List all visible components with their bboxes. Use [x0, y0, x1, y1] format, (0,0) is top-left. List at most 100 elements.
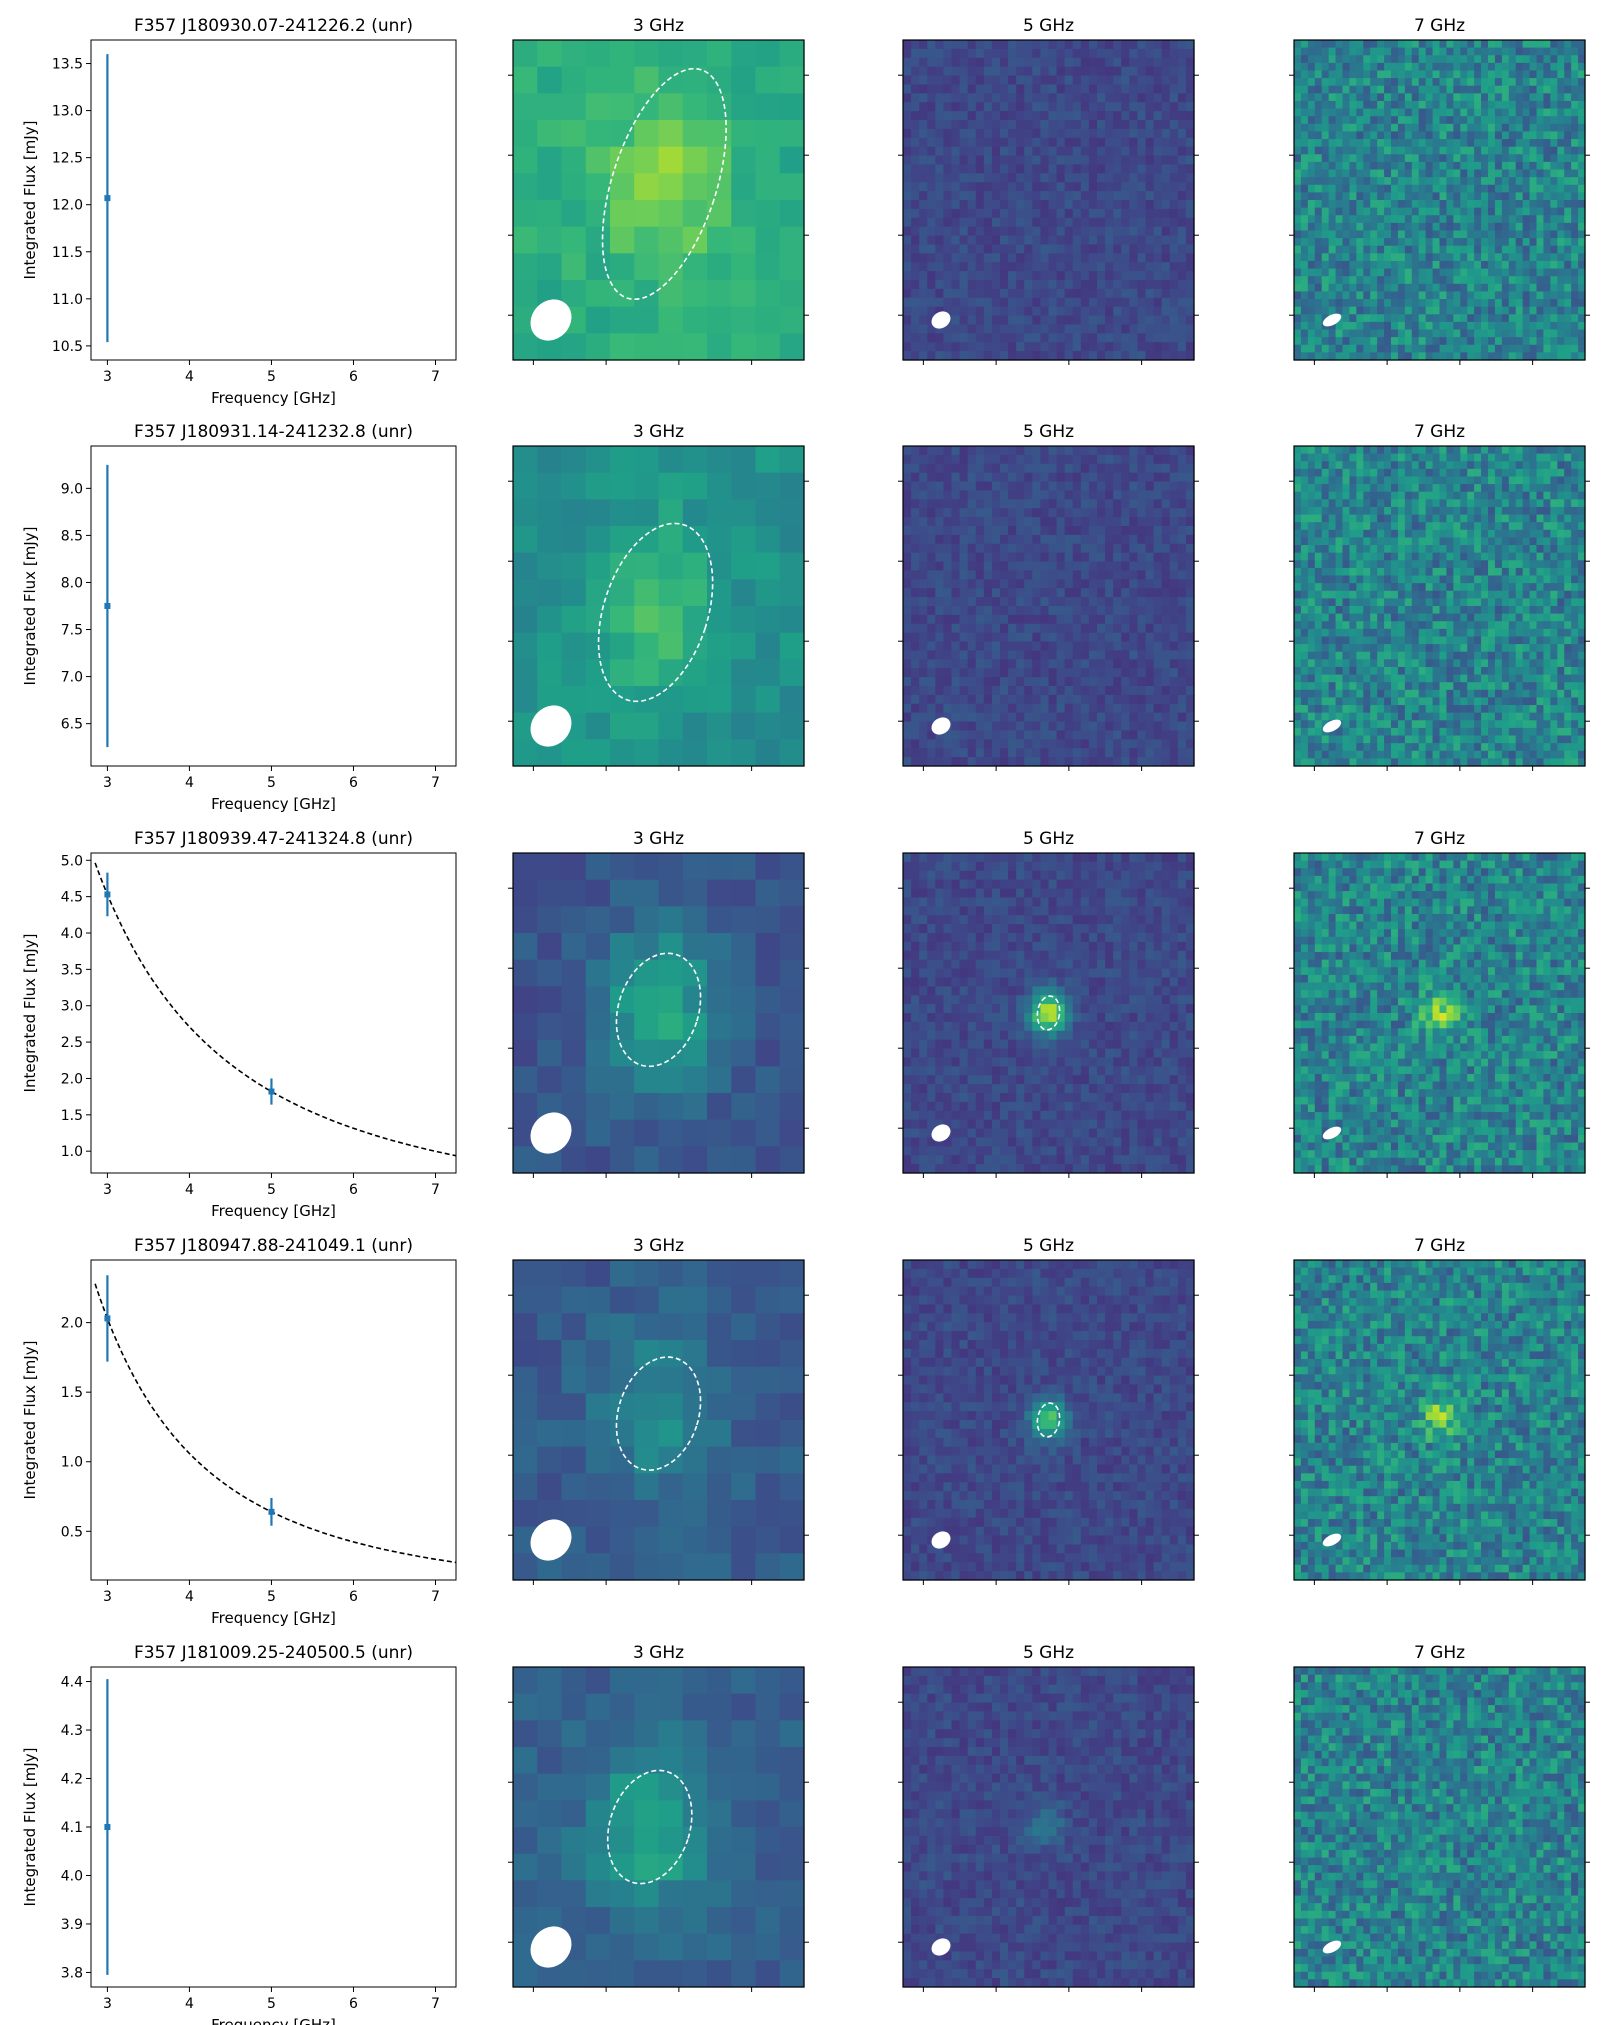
image-pixel — [919, 173, 928, 183]
image-pixel — [943, 561, 953, 572]
image-pixel — [1137, 182, 1147, 192]
image-pixel — [1088, 686, 1098, 696]
image-pixel — [1088, 472, 1098, 483]
image-pixel — [1008, 499, 1017, 509]
image-pixel — [1314, 291, 1323, 300]
image-pixel — [1040, 280, 1050, 290]
image-pixel — [1370, 146, 1378, 155]
image-pixel — [1397, 131, 1406, 140]
image-frame — [1293, 39, 1586, 361]
image-pixel — [1056, 606, 1066, 616]
image-pixel — [919, 632, 928, 643]
image-pixel — [513, 606, 538, 634]
image-pixel — [1432, 200, 1441, 209]
image-pixel — [943, 499, 953, 509]
image-pixel — [1321, 93, 1330, 102]
image-pixel — [1064, 517, 1074, 527]
image-pixel — [1578, 446, 1586, 455]
image-pixel — [682, 280, 708, 308]
image-pixel — [1550, 222, 1558, 232]
image-pixel — [1161, 146, 1171, 157]
image-pixel — [1064, 48, 1074, 59]
image-pixel — [1446, 215, 1454, 224]
image-pixel — [983, 111, 993, 121]
image-pixel — [1377, 154, 1385, 163]
image-pixel — [1129, 244, 1139, 254]
image-pixel — [1088, 570, 1098, 580]
image-pixel — [1048, 454, 1058, 465]
image-pixel — [1335, 169, 1344, 178]
image-pixel — [1418, 192, 1427, 201]
image-pixel — [1342, 78, 1351, 87]
image-pixel — [1008, 315, 1017, 326]
image-pixel — [1064, 526, 1074, 536]
image-pixel — [943, 271, 953, 281]
image-pixel — [1543, 131, 1551, 140]
image-pixel — [1072, 606, 1082, 616]
image-pixel — [1008, 128, 1017, 139]
image-pixel — [1080, 66, 1090, 77]
image-pixel — [967, 712, 977, 723]
image-pixel — [1032, 288, 1042, 299]
image-pixel — [935, 534, 945, 545]
image-pixel — [1384, 169, 1392, 178]
image-pixel — [927, 668, 936, 678]
image-pixel — [1137, 235, 1147, 246]
image-pixel — [1411, 238, 1420, 247]
image-pixel — [1529, 85, 1538, 94]
image-pixel — [903, 280, 912, 290]
image-pixel — [1016, 588, 1025, 598]
image-pixel — [1522, 116, 1531, 125]
image-pixel — [1016, 712, 1025, 723]
image-pixel — [1578, 321, 1586, 331]
image-pixel — [1300, 108, 1309, 117]
image-pixel — [1088, 57, 1098, 68]
image-pixel — [1145, 517, 1155, 527]
image-pixel — [1294, 268, 1302, 277]
image-pixel — [1481, 222, 1489, 232]
image-pixel — [1474, 453, 1482, 462]
image-pixel — [1384, 85, 1392, 94]
image-pixel — [1300, 62, 1309, 72]
image-pixel — [1129, 173, 1139, 183]
image-pixel — [561, 226, 587, 254]
image-pixel — [1557, 245, 1565, 254]
image-pixel — [1024, 739, 1033, 749]
image-pixel — [1105, 472, 1114, 483]
image-pixel — [1064, 208, 1074, 219]
image-pixel — [1024, 208, 1033, 219]
image-pixel — [1097, 315, 1106, 326]
image-pixel — [1177, 757, 1187, 767]
image-pixel — [1032, 351, 1042, 361]
image-pixel — [1356, 169, 1364, 178]
image-pixel — [1411, 299, 1420, 308]
image-pixel — [1145, 146, 1155, 157]
image-pixel — [1342, 329, 1351, 338]
image-pixel — [1411, 283, 1420, 293]
image-pixel — [975, 490, 985, 500]
image-pixel — [1008, 66, 1017, 77]
image-pixel — [1080, 641, 1090, 652]
image-pixel — [561, 499, 587, 527]
image-pixel — [903, 712, 912, 723]
image-pixel — [1307, 146, 1316, 155]
image-pixel — [1557, 139, 1565, 148]
image-pixel — [1578, 100, 1586, 110]
image-pixel — [983, 66, 993, 77]
image-pixel — [903, 668, 912, 678]
image-pixel — [610, 712, 635, 740]
image-pixel — [1418, 468, 1427, 478]
image-pixel — [967, 146, 977, 157]
image-pixel — [935, 588, 945, 598]
image-pixel — [1578, 276, 1586, 285]
image-pixel — [1314, 123, 1323, 133]
image-pixel — [1113, 351, 1122, 361]
image-pixel — [1153, 306, 1163, 317]
image-pixel — [1467, 55, 1475, 64]
image-pixel — [1097, 686, 1106, 696]
image-pixel — [1294, 154, 1302, 163]
image-pixel — [927, 137, 936, 148]
image-pixel — [951, 659, 961, 669]
image-pixel — [1411, 230, 1420, 239]
image-pixel — [1460, 169, 1468, 178]
